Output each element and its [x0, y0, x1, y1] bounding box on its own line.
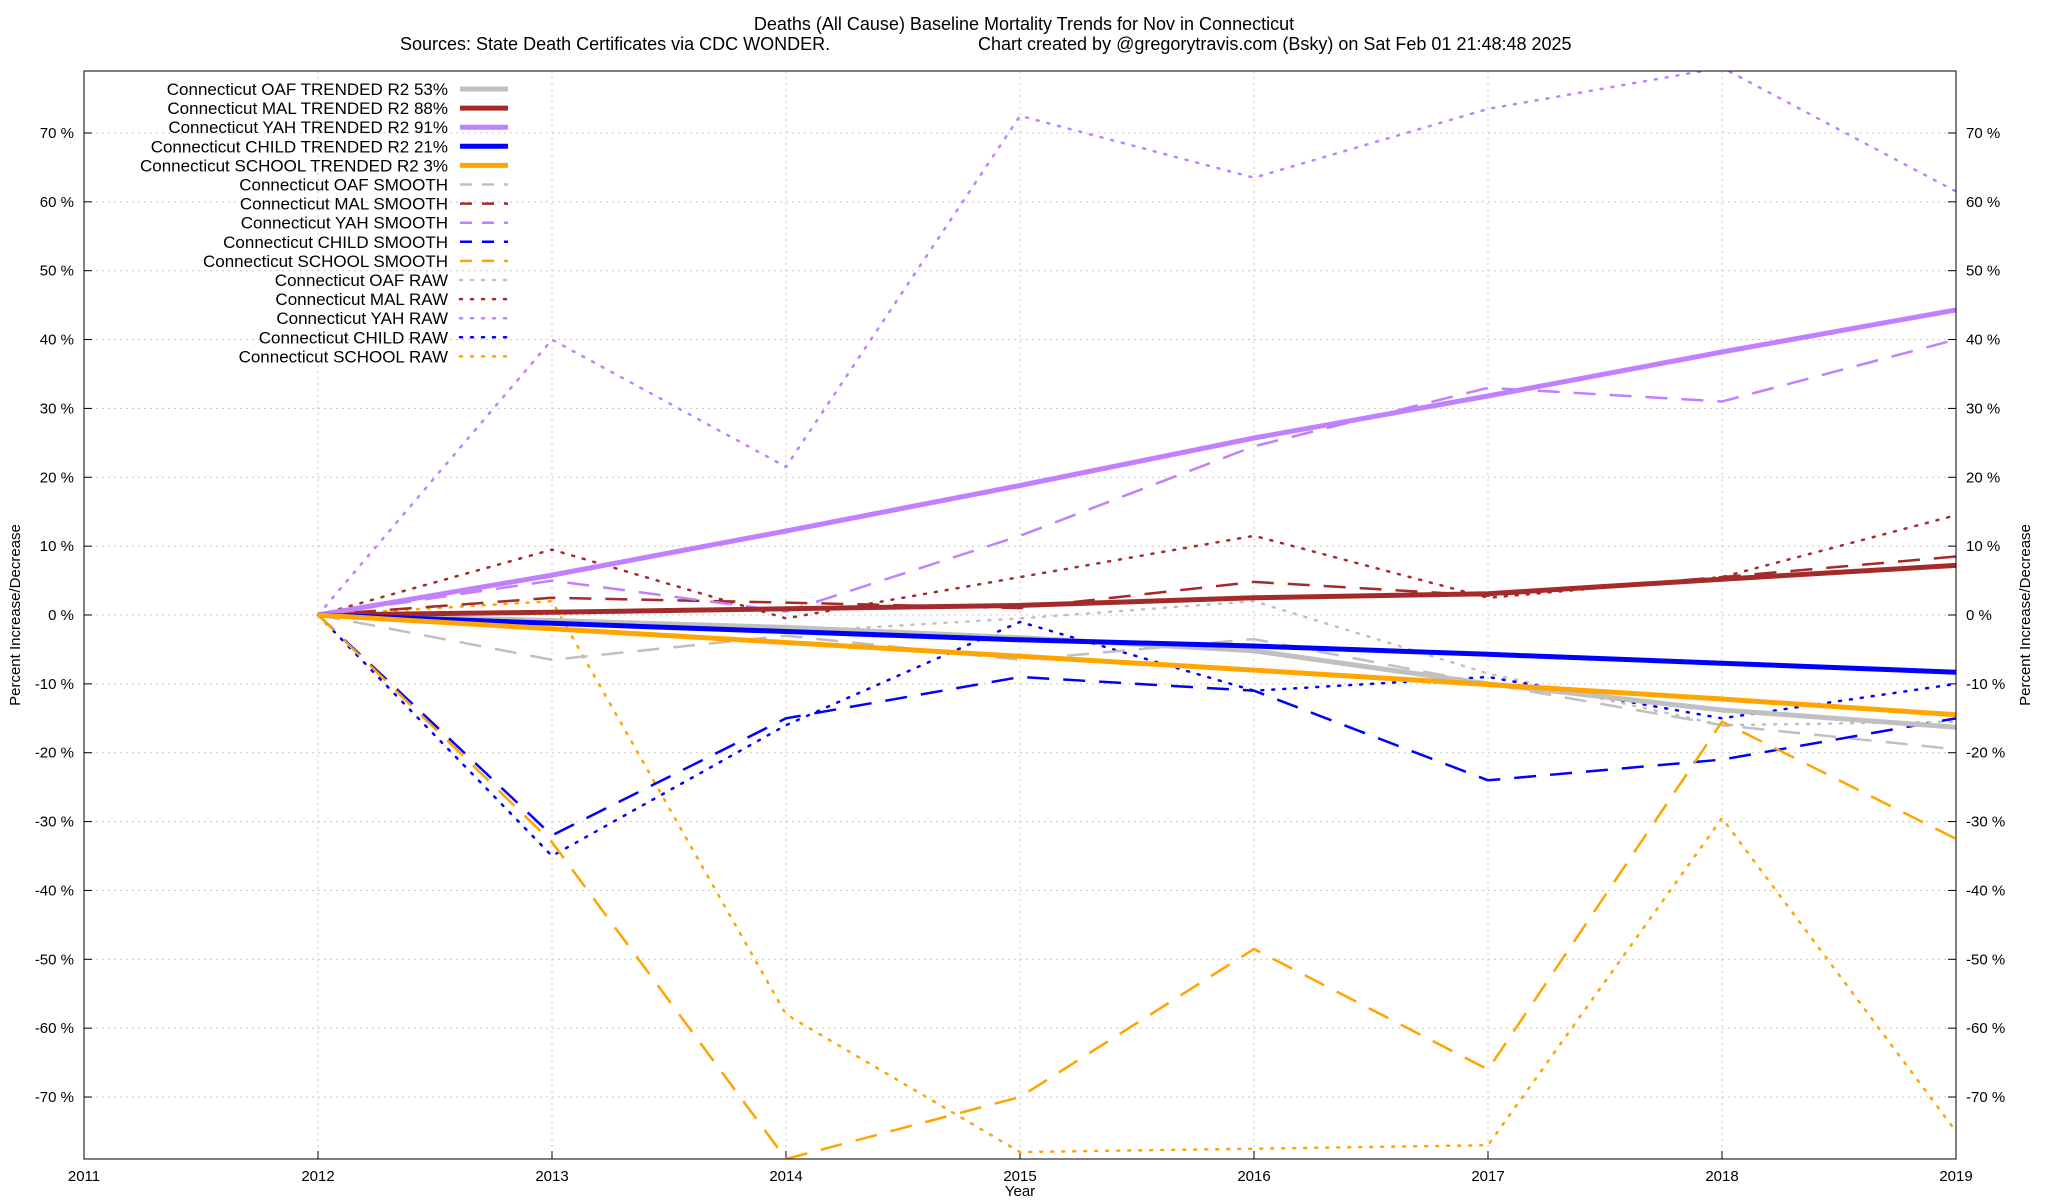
chart-title: Deaths (All Cause) Baseline Mortality Tr… — [754, 14, 1294, 34]
legend-label: Connecticut MAL RAW — [275, 290, 448, 309]
legend-label: Connecticut YAH SMOOTH — [241, 214, 448, 233]
legend-label: Connecticut MAL TRENDED R2 88% — [167, 99, 448, 118]
series-line-connecticut-yah-trended-r2-91 — [317, 307, 1956, 618]
y-tick-label-left: 50 % — [40, 263, 74, 280]
legend-label: Connecticut OAF SMOOTH — [239, 176, 448, 195]
y-axis-label-right: Percent Increase/Decrease — [2017, 524, 2034, 706]
legend-label: Connecticut CHILD TRENDED R2 21% — [151, 137, 448, 156]
y-tick-label-left: 20 % — [40, 469, 74, 486]
x-axis-label: Year — [1005, 1183, 1035, 1200]
y-tick-label-left: -40 % — [35, 882, 74, 899]
y-tick-label-left: -60 % — [35, 1020, 74, 1037]
y-tick-label-right: 60 % — [1966, 194, 2000, 211]
y-tick-label-left: 30 % — [40, 400, 74, 417]
series-lines — [316, 71, 1956, 1159]
legend-label: Connecticut OAF RAW — [275, 271, 448, 290]
legend-label: Connecticut SCHOOL TRENDED R2 3% — [140, 156, 448, 175]
x-tick-label: 2014 — [769, 1168, 802, 1185]
legend-label: Connecticut YAH TRENDED R2 91% — [168, 118, 448, 137]
y-tick-label-right: -10 % — [1966, 676, 2005, 693]
legend-label: Connecticut CHILD SMOOTH — [223, 233, 448, 252]
series-line-connecticut-school-trended-r2-3 — [317, 612, 1956, 718]
series-line-connecticut-school-raw — [316, 599, 1956, 1154]
series-line-connecticut-child-raw — [316, 613, 1956, 858]
y-tick-label-right: 50 % — [1966, 263, 2000, 280]
y-tick-label-right: 70 % — [1966, 125, 2000, 142]
y-tick-label-right: 20 % — [1966, 469, 2000, 486]
legend-label: Connecticut SCHOOL SMOOTH — [203, 252, 448, 271]
y-tick-label-left: -10 % — [35, 676, 74, 693]
y-tick-label-left: -50 % — [35, 951, 74, 968]
legend-label: Connecticut OAF TRENDED R2 53% — [167, 80, 448, 99]
y-tick-label-left: 40 % — [40, 332, 74, 349]
chart-subtitle-sources: Sources: State Death Certificates via CD… — [400, 34, 830, 54]
y-tick-label-right: -20 % — [1966, 745, 2005, 762]
legend-label: Connecticut CHILD RAW — [259, 328, 448, 347]
y-tick-label-right: 30 % — [1966, 400, 2000, 417]
axis-ticks: -70 % -70 % -60 % -60 % -50 % -50 % -40 % -40 %… — [35, 125, 2005, 1185]
x-tick-label: 2019 — [1939, 1168, 1972, 1185]
y-axis-label-left: Percent Increase/Decrease — [7, 524, 24, 706]
series-line-connecticut-oaf-smooth — [317, 613, 1956, 751]
y-tick-label-left: -70 % — [35, 1089, 74, 1106]
x-tick-label: 2015 — [1003, 1168, 1036, 1185]
x-tick-label: 2018 — [1705, 1168, 1738, 1185]
series-line-connecticut-child-trended-r2-21 — [317, 612, 1956, 675]
series-line-connecticut-mal-smooth — [317, 555, 1956, 617]
legend-label: Connecticut YAH RAW — [276, 309, 448, 328]
y-tick-label-left: 10 % — [40, 538, 74, 555]
x-tick-label: 2013 — [535, 1168, 568, 1185]
chart-subtitle-credit: Chart created by @gregorytravis.com (Bsk… — [978, 34, 1572, 54]
series-line-connecticut-child-smooth — [317, 614, 1956, 837]
y-tick-label-right: -30 % — [1966, 814, 2005, 831]
y-tick-label-right: 10 % — [1966, 538, 2000, 555]
x-tick-label: 2011 — [68, 1168, 100, 1185]
series-line-connecticut-yah-raw — [316, 71, 1956, 617]
x-tick-label: 2016 — [1237, 1168, 1270, 1185]
legend-label: Connecticut MAL SMOOTH — [240, 195, 448, 214]
series-line-connecticut-mal-trended-r2-88 — [317, 562, 1956, 618]
series-line-connecticut-yah-smooth — [317, 338, 1956, 617]
series-line-connecticut-school-smooth — [317, 614, 1956, 1159]
legend: Connecticut OAF TRENDED R2 53%Connecticu… — [140, 80, 510, 366]
y-tick-label-left: 60 % — [40, 194, 74, 211]
y-tick-label-right: -40 % — [1966, 882, 2005, 899]
x-tick-label: 2012 — [301, 1168, 334, 1185]
grid-lines — [83, 71, 1957, 1159]
plot-frame — [83, 70, 1957, 1160]
y-tick-label-left: 0 % — [48, 607, 74, 624]
y-tick-label-right: -70 % — [1966, 1089, 2005, 1106]
y-tick-label-left: 70 % — [40, 125, 74, 142]
x-tick-label: 2017 — [1471, 1168, 1504, 1185]
y-tick-label-right: 40 % — [1966, 332, 2000, 349]
legend-label: Connecticut SCHOOL RAW — [239, 347, 448, 366]
y-tick-label-right: 0 % — [1966, 607, 1992, 624]
y-tick-label-right: -60 % — [1966, 1020, 2005, 1037]
y-tick-label-right: -50 % — [1966, 951, 2005, 968]
y-tick-label-left: -30 % — [35, 814, 74, 831]
y-tick-label-left: -20 % — [35, 745, 74, 762]
